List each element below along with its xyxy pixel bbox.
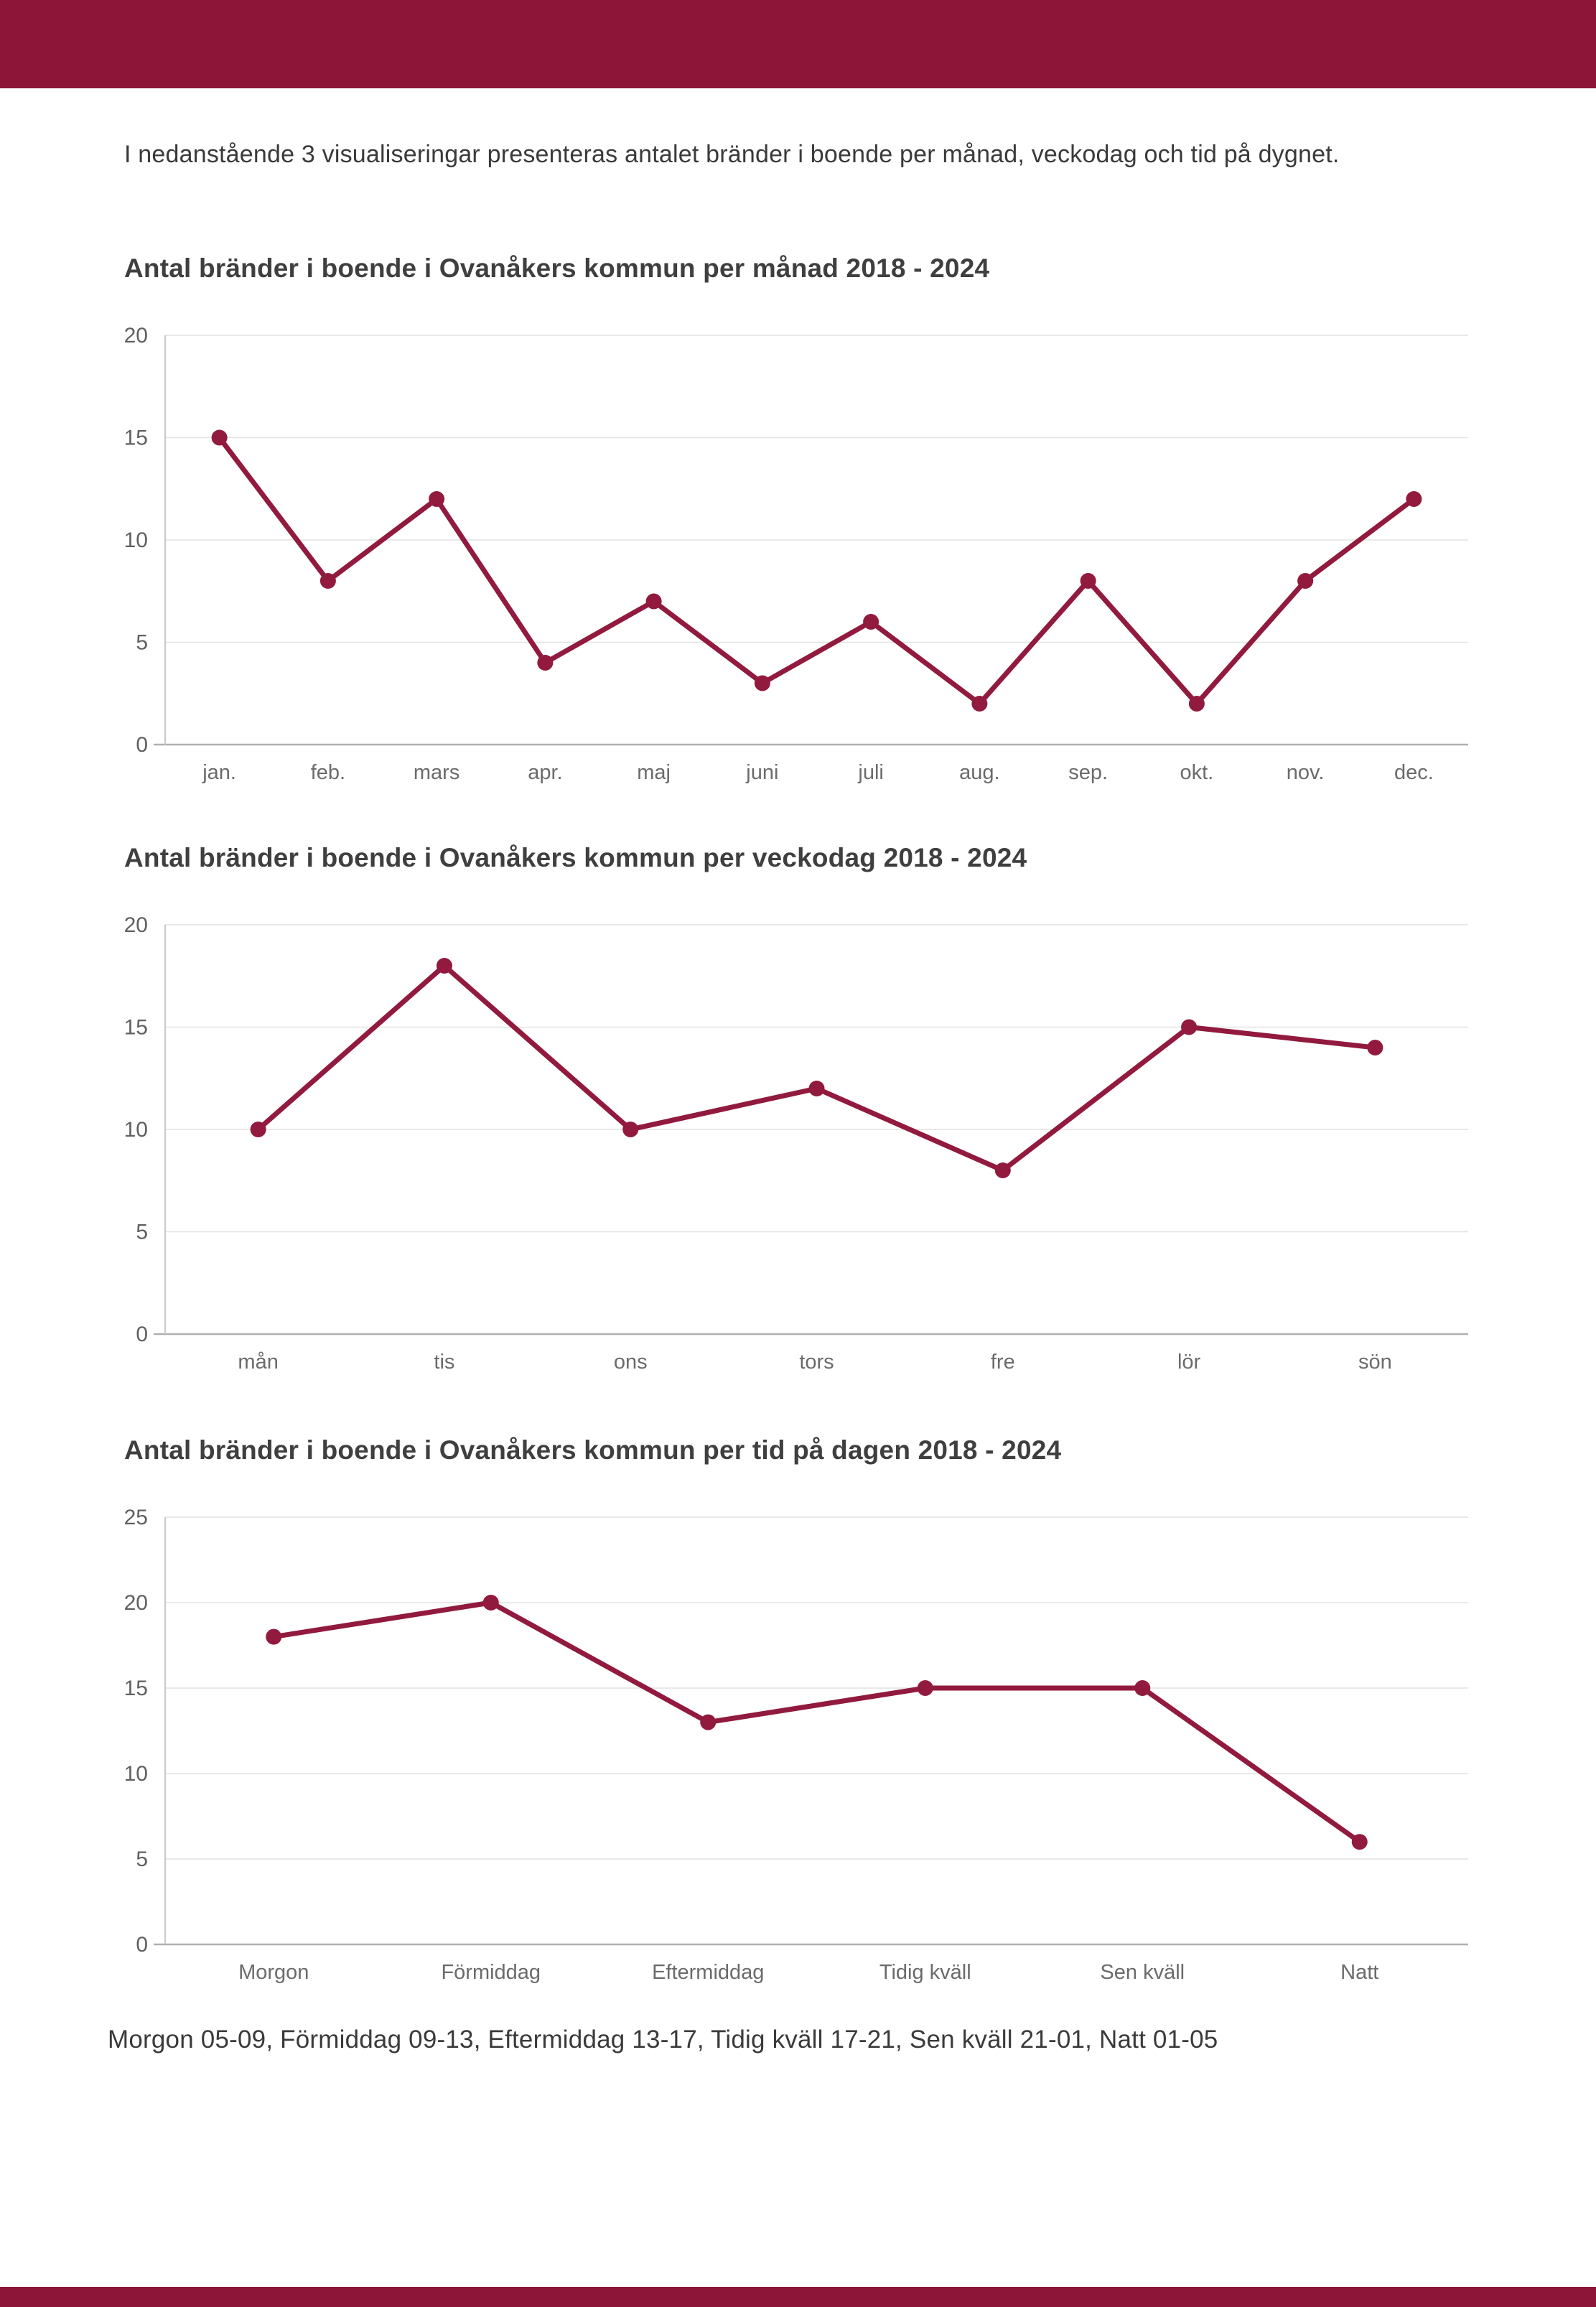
data-point <box>211 429 228 446</box>
x-tick-label: Förmiddag <box>441 1961 541 1984</box>
x-tick-label: juni <box>745 761 778 784</box>
data-point <box>250 1122 266 1137</box>
line-chart-monthly: 0 5 10 15 20 jan. feb. mars apr. maj juni juli aug. s… <box>124 324 1468 784</box>
x-tick-label: mars <box>414 761 459 784</box>
line-chart-timeofday: 0 5 10 15 20 25 Morgon Förmiddag Eftermiddag Tidi… <box>124 1506 1468 1984</box>
x-tick-label: jan. <box>202 761 236 784</box>
data-point <box>319 573 336 589</box>
y-tick-label: 20 <box>124 324 148 348</box>
line-chart-weekday: 0 5 10 15 20 mån tis ons tors fre lör sön <box>124 913 1468 1374</box>
data-point <box>1188 696 1205 712</box>
x-tick-label: sep. <box>1068 761 1108 784</box>
x-tick-label: nov. <box>1287 761 1325 784</box>
x-tick-label: maj <box>637 761 671 784</box>
chart-title-weekday: Antal bränder i boende i Ovanåkers kommu… <box>124 843 1027 872</box>
y-tick-label: 15 <box>124 1016 148 1040</box>
data-point <box>1080 573 1096 589</box>
data-point <box>700 1714 717 1730</box>
data-point <box>971 696 988 712</box>
y-tick-label: 20 <box>124 913 148 937</box>
y-tick-label: 10 <box>124 1118 148 1142</box>
x-tick-label: Morgon <box>238 1961 309 1984</box>
data-point <box>266 1628 282 1645</box>
y-tick-label: 0 <box>136 1933 148 1957</box>
chart-section-monthly: Antal bränder i boende i Ovanåkers kommu… <box>0 253 1596 798</box>
x-tick-label: okt. <box>1180 761 1214 784</box>
x-tick-label: Tidig kväll <box>879 1961 971 1984</box>
x-tick-label: aug. <box>959 761 999 784</box>
data-point <box>537 655 554 671</box>
data-point <box>754 675 770 691</box>
data-point <box>1367 1040 1383 1055</box>
x-tick-label: Natt <box>1340 1961 1378 1984</box>
data-point <box>622 1122 639 1137</box>
data-point <box>994 1162 1011 1178</box>
x-tick-label: apr. <box>528 761 562 784</box>
line-series <box>256 963 1378 1173</box>
line-series <box>217 435 1417 707</box>
data-point <box>863 614 879 630</box>
x-tick-label: juli <box>857 761 883 784</box>
x-tick-label: fre <box>991 1351 1015 1374</box>
data-point <box>482 1595 499 1611</box>
x-tick-label: Sen kväll <box>1100 1961 1185 1984</box>
chart-title-timeofday: Antal bränder i boende i Ovanåkers kommu… <box>124 1435 1062 1465</box>
x-tick-label: ons <box>614 1351 648 1374</box>
data-point <box>917 1680 933 1696</box>
y-tick-label: 15 <box>124 1677 148 1700</box>
y-tick-label: 5 <box>136 1221 148 1244</box>
y-tick-label: 0 <box>136 1323 148 1346</box>
data-point <box>1406 491 1422 507</box>
data-point <box>1181 1019 1198 1035</box>
y-tick-label: 25 <box>124 1506 148 1529</box>
x-tick-label: sön <box>1358 1351 1392 1374</box>
chart-section-weekday: Antal bränder i boende i Ovanåkers kommu… <box>0 843 1596 1388</box>
x-tick-label: mån <box>238 1351 278 1374</box>
y-tick-label: 5 <box>136 1847 148 1871</box>
data-point <box>645 593 662 610</box>
chart-title-monthly: Antal bränder i boende i Ovanåkers kommu… <box>124 253 990 283</box>
data-point <box>436 958 452 974</box>
data-point <box>1351 1834 1368 1850</box>
data-point <box>1297 573 1314 589</box>
x-tick-label: tors <box>799 1351 834 1374</box>
header-bar <box>0 0 1596 88</box>
line-series <box>271 1600 1363 1845</box>
y-tick-label: 10 <box>124 528 148 552</box>
y-tick-label: 20 <box>124 1591 148 1615</box>
x-tick-label: Eftermiddag <box>652 1961 764 1984</box>
footer-bar <box>0 2287 1596 2307</box>
data-point <box>429 491 445 507</box>
y-tick-label: 0 <box>136 733 148 757</box>
chart-section-timeofday: Antal bränder i boende i Ovanåkers kommu… <box>0 1435 1596 1998</box>
footnote-text: Morgon 05-09, Förmiddag 09-13, Eftermidd… <box>108 2026 1218 2054</box>
y-tick-label: 5 <box>136 631 148 655</box>
x-tick-label: feb. <box>311 761 345 784</box>
intro-text: I nedanstående 3 visualiseringar present… <box>124 141 1340 168</box>
y-tick-label: 10 <box>124 1762 148 1786</box>
data-point <box>808 1081 825 1096</box>
y-tick-label: 15 <box>124 427 148 450</box>
x-tick-label: tis <box>434 1351 454 1374</box>
x-tick-label: lör <box>1177 1351 1201 1374</box>
x-tick-label: dec. <box>1394 761 1434 784</box>
data-point <box>1134 1680 1151 1696</box>
